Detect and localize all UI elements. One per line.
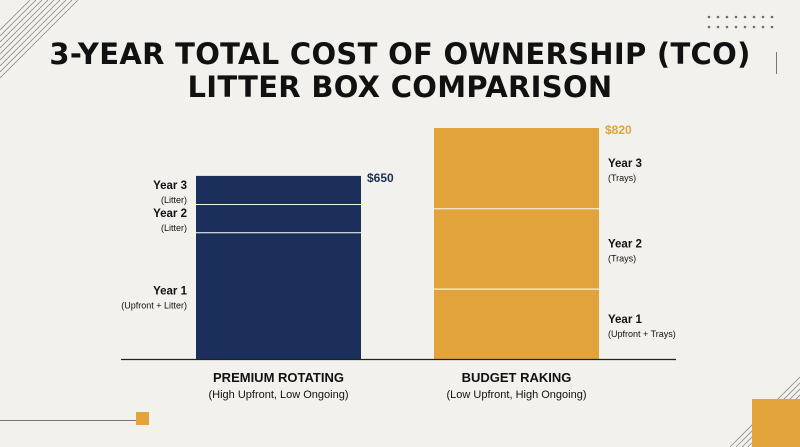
chart-title: 3-YEAR TOTAL COST OF OWNERSHIP (TCO) LIT… — [0, 38, 800, 104]
segment-label: Year 3 — [608, 158, 642, 170]
segment-sublabel: (Trays) — [608, 173, 636, 183]
hatch-line — [0, 0, 67, 67]
dot — [770, 25, 774, 29]
segment-sublabel: (Upfront + Litter) — [121, 301, 187, 311]
category-subtitle: (High Upfront, Low Ongoing) — [208, 389, 348, 401]
dot — [716, 15, 720, 19]
bar-segment-premium-year-3 — [196, 175, 361, 205]
segment-sublabel: (Litter) — [161, 195, 187, 205]
orange-corner-square — [752, 399, 800, 447]
dot — [752, 15, 756, 19]
total-label: $820 — [605, 123, 632, 137]
dot — [743, 25, 747, 29]
category-subtitle: (Low Upfront, High Ongoing) — [446, 389, 586, 401]
dot — [752, 25, 756, 29]
segment-sublabel: (Litter) — [161, 223, 187, 233]
hatch-line — [0, 0, 37, 37]
segment-label: Year 2 — [153, 208, 187, 220]
category-label: BUDGET RAKING — [462, 370, 572, 385]
segment-label: Year 1 — [153, 286, 187, 298]
hatch-line — [0, 0, 61, 61]
hatch-line — [0, 0, 31, 31]
dot — [725, 15, 729, 19]
bar-segment-budget-year-1 — [434, 288, 599, 359]
hatch-top-left — [0, 0, 79, 79]
bar-segment-premium-year-1 — [196, 232, 361, 359]
hatch-line — [0, 0, 55, 55]
hatch-line — [0, 0, 73, 73]
hatch-line — [0, 0, 49, 49]
dot-grid — [707, 15, 774, 29]
hatch-line — [0, 0, 79, 79]
dot — [734, 25, 738, 29]
segment-sublabel: (Trays) — [608, 253, 636, 263]
dot — [761, 15, 765, 19]
dot — [707, 25, 711, 29]
labels-layer: Year 1 (Upfront + Litter) Year 2 (Litter) Ye… — [121, 123, 676, 401]
bar-segment-budget-year-3 — [434, 128, 599, 209]
segment-label: Year 3 — [153, 180, 187, 192]
chart-title-line-1: 3-YEAR TOTAL COST OF OWNERSHIP (TCO) — [49, 37, 751, 71]
total-label: $650 — [367, 171, 394, 185]
segment-label: Year 1 — [608, 314, 642, 326]
bar-segment-budget-year-2 — [434, 208, 599, 289]
dot — [707, 15, 711, 19]
bars-layer — [196, 128, 599, 359]
category-label: PREMIUM ROTATING — [213, 370, 344, 385]
dot — [761, 25, 765, 29]
chart-title-line-2: LITTER BOX COMPARISON — [187, 70, 613, 104]
segment-sublabel: (Upfront + Trays) — [608, 329, 676, 339]
dot — [725, 25, 729, 29]
bar-segment-premium-year-2 — [196, 204, 361, 233]
segment-label: Year 2 — [608, 238, 642, 250]
dot — [734, 15, 738, 19]
dot — [743, 15, 747, 19]
bottom-accent-square — [136, 412, 149, 425]
dot — [716, 25, 720, 29]
hatch-line — [0, 0, 43, 43]
dot — [770, 15, 774, 19]
